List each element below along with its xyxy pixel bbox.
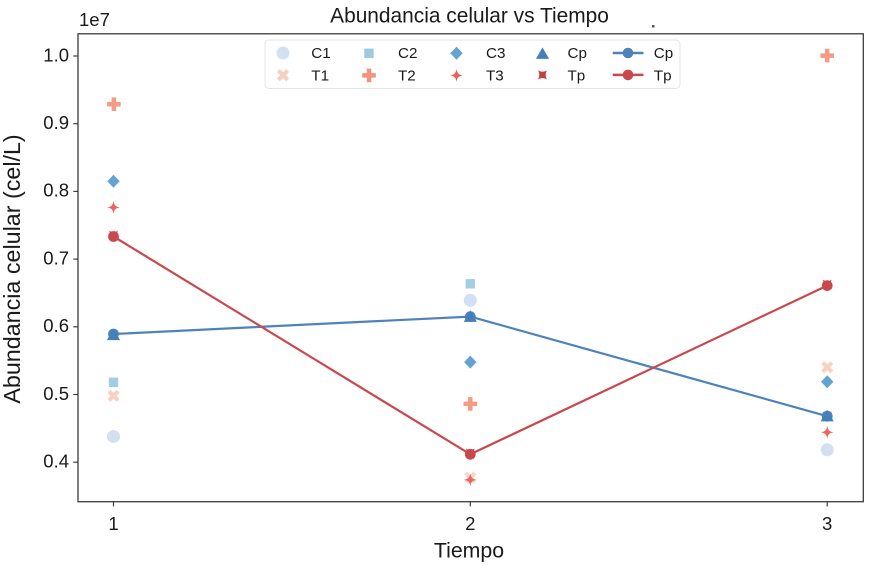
svg-text:T1: T1 bbox=[311, 67, 329, 84]
svg-text:1e7: 1e7 bbox=[79, 9, 110, 30]
svg-text:1: 1 bbox=[108, 513, 118, 534]
svg-text:C1: C1 bbox=[311, 45, 330, 62]
svg-text:T2: T2 bbox=[398, 67, 416, 84]
svg-text:Cp: Cp bbox=[654, 45, 673, 62]
svg-text:Cp: Cp bbox=[568, 45, 587, 62]
svg-text:Tp: Tp bbox=[568, 67, 586, 84]
svg-text:0.4: 0.4 bbox=[43, 451, 69, 472]
svg-text:C2: C2 bbox=[398, 45, 417, 62]
svg-text:Abundancia celular vs Tiempo: Abundancia celular vs Tiempo bbox=[330, 4, 609, 27]
svg-text:Tp: Tp bbox=[654, 67, 672, 84]
svg-text:0.9: 0.9 bbox=[43, 112, 69, 133]
svg-text:0.7: 0.7 bbox=[43, 247, 69, 268]
svg-text:C3: C3 bbox=[486, 45, 505, 62]
svg-text:1.0: 1.0 bbox=[43, 44, 69, 65]
svg-text:T3: T3 bbox=[486, 67, 504, 84]
svg-text:0.8: 0.8 bbox=[43, 180, 69, 201]
svg-text:Tiempo: Tiempo bbox=[434, 539, 504, 563]
svg-text:0.5: 0.5 bbox=[43, 383, 69, 404]
svg-text:0.6: 0.6 bbox=[43, 315, 69, 336]
svg-text:2: 2 bbox=[465, 513, 475, 534]
svg-text:Abundancia celular (cel/L): Abundancia celular (cel/L) bbox=[0, 134, 25, 403]
svg-text:3: 3 bbox=[822, 513, 832, 534]
